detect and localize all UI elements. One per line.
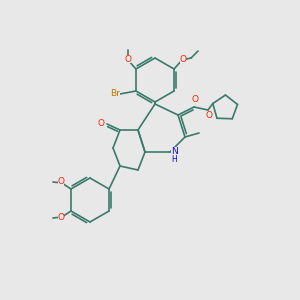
Text: O: O — [124, 55, 131, 64]
Text: Br: Br — [110, 89, 120, 98]
Bar — [58, 214, 64, 222]
Bar — [192, 96, 198, 104]
Bar — [98, 119, 104, 127]
Bar — [206, 111, 212, 119]
Bar — [125, 55, 131, 63]
Bar — [110, 90, 120, 98]
Text: O: O — [206, 110, 212, 119]
Text: H: H — [171, 154, 177, 164]
Text: O: O — [180, 55, 187, 64]
Bar — [58, 178, 64, 186]
Bar — [171, 155, 177, 163]
Text: O: O — [98, 118, 104, 127]
Text: N: N — [171, 146, 177, 155]
Text: O: O — [57, 214, 64, 223]
Bar — [171, 147, 177, 155]
Text: O: O — [57, 178, 64, 187]
Bar — [180, 55, 186, 63]
Text: O: O — [191, 95, 199, 104]
